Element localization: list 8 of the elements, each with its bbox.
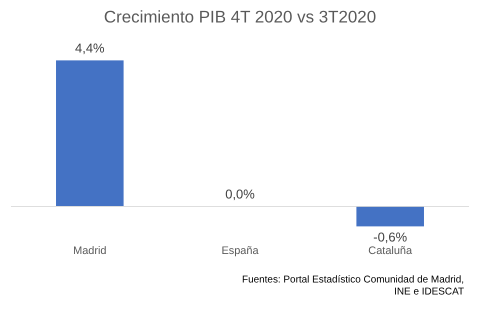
data-label: 4,4%	[75, 40, 106, 56]
chart-title: Crecimiento PIB 4T 2020 vs 3T2020	[104, 8, 376, 27]
x-tick-label: Madrid	[73, 245, 107, 258]
data-label: -0,6%	[373, 229, 408, 244]
x-tick-label: España	[221, 245, 260, 258]
x-tick-label: Cataluña	[368, 245, 413, 258]
data-label: 0,0%	[225, 186, 256, 202]
source-note: Fuentes: Portal Estadístico Comunidad de Madrid, INE e IDESCAT	[242, 274, 464, 298]
